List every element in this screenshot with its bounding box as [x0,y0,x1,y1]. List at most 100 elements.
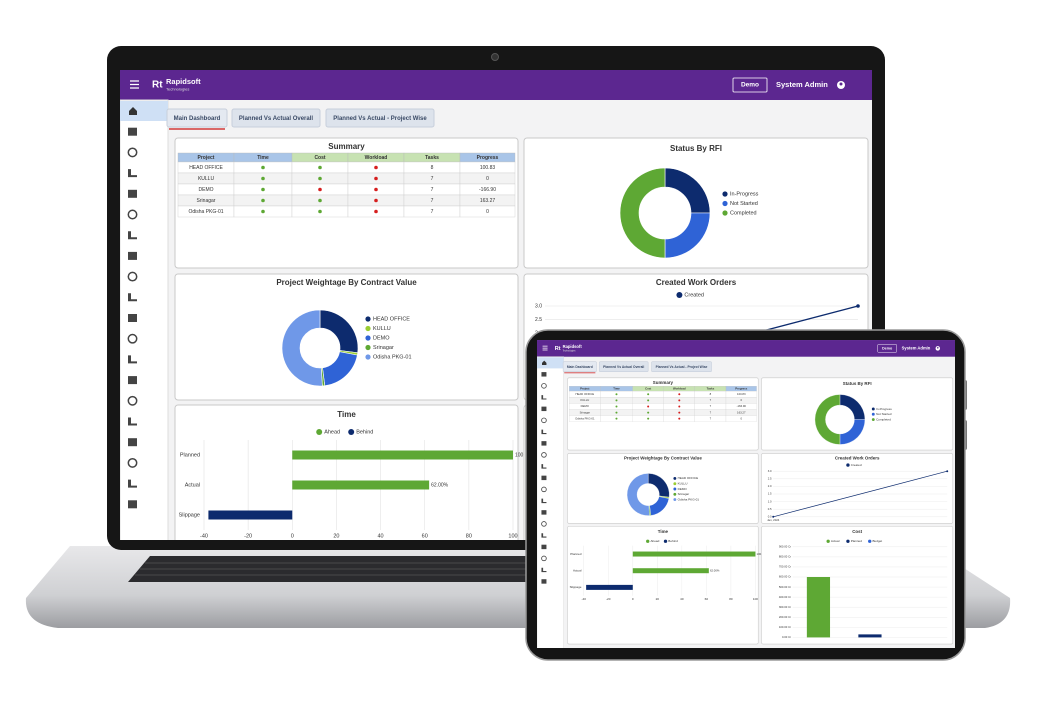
y-tick-label: 400.00 Cr [779,595,791,599]
sidebar-icon[interactable] [128,231,137,240]
tab[interactable] [562,361,597,372]
status-dot [261,187,265,192]
x-tick-label: Jan, 2024 [767,518,780,522]
sidebar-icon[interactable] [128,189,137,198]
tab[interactable] [325,108,435,128]
sidebar-icon[interactable] [128,376,137,385]
panel-title: Time [337,410,356,419]
sidebar-icon[interactable] [129,107,137,115]
x-tick-label: 80 [466,533,472,539]
y-tick-label: 900.00 Cr [779,545,791,549]
tab[interactable] [231,108,321,128]
tab-label[interactable]: Main Dashboard [174,116,221,122]
menu-button[interactable] [542,345,548,351]
sidebar-icon[interactable] [127,333,138,344]
tab[interactable] [166,108,228,128]
tab-label[interactable]: Planned Vs Actual Overall [239,116,313,122]
donut-slice [619,167,666,259]
env-button[interactable] [732,77,768,93]
tab[interactable] [651,361,712,372]
sidebar-icon[interactable] [127,271,138,282]
y-tick-label: 500.00 Cr [779,585,791,589]
sidebar-icon[interactable] [541,452,547,458]
sidebar-icon[interactable] [128,355,137,364]
sidebar-icon[interactable] [541,395,547,400]
sidebar-icon[interactable] [127,395,138,406]
bar [632,551,756,557]
legend-label: Completed [876,417,891,421]
series-line [773,470,948,518]
sidebar-icon[interactable] [128,127,137,136]
sidebar-icon[interactable] [541,486,547,493]
bar [292,480,430,490]
sidebar-icon[interactable] [541,464,547,469]
tab[interactable] [598,361,649,372]
sidebar-icon[interactable] [127,147,138,158]
tab-label[interactable]: Planned Vs Actual - Project Wise [656,365,708,369]
sidebar-icon[interactable] [128,438,137,447]
env-button-label[interactable]: Demo [741,82,759,89]
sidebar-icon[interactable] [128,417,137,426]
donut-slice [281,309,323,387]
table-cell-text: 7 [710,416,712,420]
sidebar-icon[interactable] [541,441,547,446]
sidebar-icon[interactable] [541,533,547,538]
tab-label[interactable]: Planned Vs Actual - Project Wise [333,116,427,122]
sidebar-icon[interactable] [128,293,137,302]
legend-swatch [846,463,850,467]
menu-button[interactable] [130,80,139,89]
sidebar-icon[interactable] [541,498,547,504]
table-cell-text: 163.27 [737,410,746,414]
sidebar-icon[interactable] [541,567,547,573]
brand-tagline: Technologies [563,350,577,352]
env-button[interactable] [877,344,897,353]
status-dot [261,209,265,214]
table-cell-text: DEMO [199,187,214,193]
status-dot [261,176,265,181]
sidebar-icon[interactable] [128,479,137,488]
sidebar-icon[interactable] [541,544,547,550]
sidebar-icon[interactable] [541,406,547,412]
tab-label[interactable]: Main Dashboard [567,365,593,369]
y-tick-label: Actual [185,482,200,488]
sidebar-icon[interactable] [541,510,547,515]
status-dot [678,417,681,420]
sidebar-icon[interactable] [128,251,137,260]
sidebar-icon[interactable] [128,500,137,509]
legend-label: Not Started [876,412,892,416]
legend-swatch [316,429,323,435]
bar [292,450,513,460]
tab-label[interactable]: Planned Vs Actual Overall [603,365,644,369]
sidebar-icon[interactable] [541,555,547,562]
x-tick-label: 100 [753,597,758,601]
sidebar-icon[interactable] [541,579,547,584]
table-header-label: Cost [645,386,651,390]
sidebar-icon[interactable] [541,475,547,481]
y-tick-label: 0.00 Cr [782,635,791,639]
env-button-label[interactable]: Demo [882,346,893,350]
sidebar-icon[interactable] [541,417,547,424]
table-cell [725,415,757,422]
table-cell-text: 100.83 [737,392,746,396]
table-cell-text: 0 [741,398,743,402]
x-tick-label: 0 [291,533,294,539]
sidebar-icon[interactable] [127,457,138,468]
y-tick-label: Slippage [570,585,582,589]
sidebar-icon[interactable] [128,314,137,322]
sidebar-active [537,357,564,369]
sidebar-icon[interactable] [541,372,547,377]
status-dot [647,417,650,420]
donut-slice [626,473,650,516]
legend-swatch [868,539,872,543]
sidebar-icon[interactable] [128,169,137,178]
sidebar-icon[interactable] [541,429,547,435]
sidebar-icon[interactable] [127,209,138,220]
legend-label: Srinagar [373,345,394,351]
sidebar-icon[interactable] [541,521,547,527]
sidebar-icon[interactable] [541,383,547,389]
status-dot [615,411,618,414]
legend-label: In-Progress [876,407,892,411]
legend-label: Ahead [324,429,340,435]
panel-title: Project Weightage By Contract Value [624,456,702,461]
